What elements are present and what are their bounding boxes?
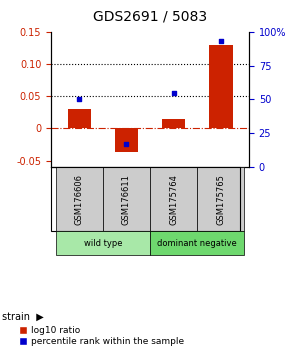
- Point: [77, 97, 82, 102]
- Bar: [209, 45, 232, 129]
- Bar: [56, 231, 150, 255]
- Legend: log10 ratio, percentile rank within the sample: log10 ratio, percentile rank within the …: [20, 326, 184, 346]
- Text: wild type: wild type: [84, 239, 122, 247]
- Point: [171, 90, 176, 96]
- Text: GSM175765: GSM175765: [216, 174, 225, 224]
- Bar: [162, 119, 185, 129]
- Bar: [150, 167, 197, 231]
- Point: [124, 141, 129, 147]
- Bar: [115, 129, 138, 152]
- Text: GSM175764: GSM175764: [169, 174, 178, 224]
- Bar: [68, 109, 91, 129]
- Text: GSM176606: GSM176606: [75, 173, 84, 225]
- Text: GSM176611: GSM176611: [122, 174, 131, 224]
- Bar: [197, 167, 244, 231]
- Text: strain  ▶: strain ▶: [2, 312, 43, 322]
- Bar: [150, 231, 244, 255]
- Bar: [56, 167, 103, 231]
- Text: GDS2691 / 5083: GDS2691 / 5083: [93, 9, 207, 23]
- Bar: [103, 167, 150, 231]
- Point: [218, 39, 223, 44]
- Text: dominant negative: dominant negative: [157, 239, 237, 247]
